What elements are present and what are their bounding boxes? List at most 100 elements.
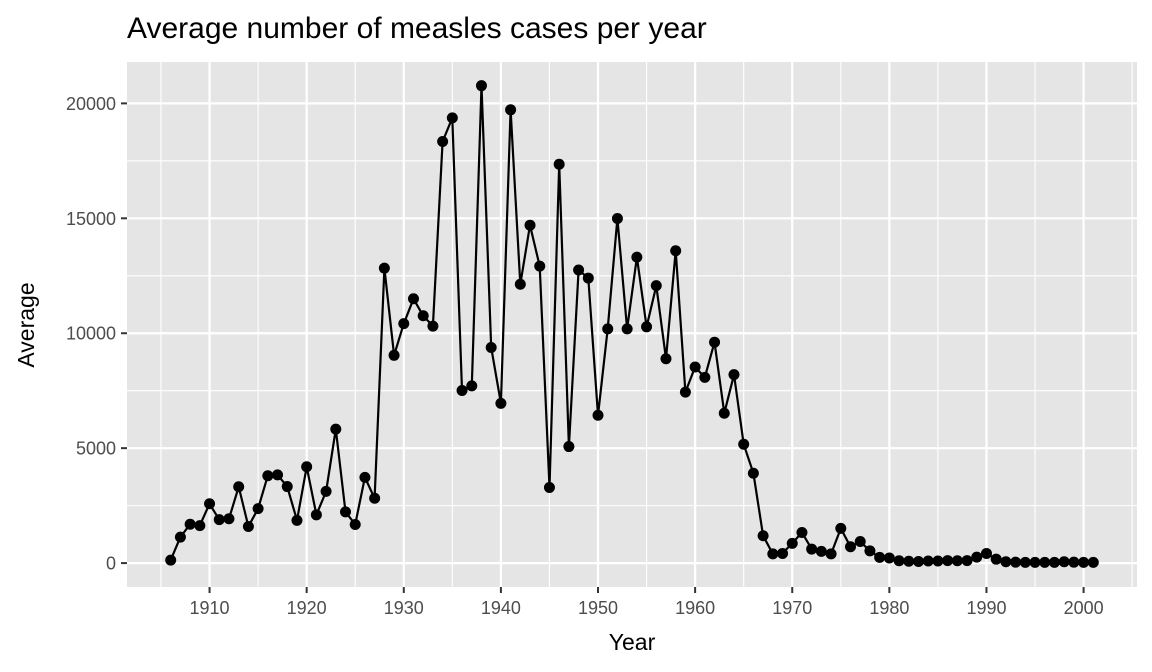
data-point	[272, 469, 284, 481]
data-point	[514, 278, 526, 290]
data-point	[893, 555, 905, 567]
data-point	[767, 548, 779, 560]
data-point	[446, 112, 458, 124]
data-point	[932, 555, 944, 567]
data-point	[563, 441, 575, 453]
data-point	[845, 541, 857, 553]
data-point	[330, 423, 342, 435]
data-point	[922, 555, 934, 567]
data-point	[223, 513, 235, 525]
x-tick-label: 1960	[675, 598, 715, 618]
data-point	[777, 547, 789, 559]
data-point	[699, 371, 711, 383]
data-point	[349, 518, 361, 530]
data-point	[194, 520, 206, 532]
data-point	[990, 553, 1002, 565]
x-tick-label: 1980	[869, 598, 909, 618]
data-point	[174, 531, 186, 543]
data-point	[262, 470, 274, 482]
data-point	[912, 555, 924, 567]
data-point	[320, 485, 332, 497]
data-point	[1068, 556, 1080, 568]
x-tick-label: 1910	[190, 598, 230, 618]
data-point	[505, 104, 517, 116]
x-tick-label: 1940	[481, 598, 521, 618]
data-point	[951, 555, 963, 567]
data-point	[874, 551, 886, 563]
data-point	[252, 503, 264, 515]
data-point	[660, 353, 672, 365]
y-tick-label: 10000	[66, 324, 116, 344]
data-point	[1000, 556, 1012, 568]
data-point	[883, 552, 895, 564]
x-tick-label: 1990	[966, 598, 1006, 618]
data-point	[378, 262, 390, 274]
data-point	[738, 438, 750, 450]
data-point	[718, 407, 730, 419]
data-point	[854, 535, 866, 547]
plot-panel	[127, 62, 1137, 587]
data-point	[1039, 556, 1051, 568]
data-point	[242, 521, 254, 533]
data-point	[980, 547, 992, 559]
data-point	[942, 555, 954, 567]
data-point	[310, 509, 322, 521]
data-point	[485, 341, 497, 353]
data-point	[398, 318, 410, 330]
data-point	[291, 514, 303, 526]
x-axis-title: Year	[609, 629, 656, 655]
x-tick-label: 2000	[1064, 598, 1104, 618]
data-point	[475, 80, 487, 92]
data-point	[1010, 556, 1022, 568]
data-point	[611, 213, 623, 225]
data-point	[864, 545, 876, 557]
data-point	[417, 310, 429, 322]
data-point	[602, 323, 614, 335]
x-tick-label: 1970	[772, 598, 812, 618]
data-point	[796, 527, 808, 539]
data-point	[592, 409, 604, 421]
data-point	[709, 336, 721, 348]
data-point	[213, 514, 225, 526]
data-point	[1048, 556, 1060, 568]
data-point	[165, 554, 177, 566]
data-point	[582, 272, 594, 284]
data-point	[427, 320, 439, 332]
data-point	[621, 323, 633, 335]
data-point	[1087, 556, 1099, 568]
data-point	[543, 481, 555, 493]
data-point	[184, 518, 196, 530]
y-axis: 0 5000 10000 15000 20000	[66, 94, 127, 574]
data-point	[689, 361, 701, 373]
data-point	[573, 264, 585, 276]
data-point	[806, 543, 818, 555]
series-layer	[165, 80, 1099, 568]
x-tick-label: 1930	[384, 598, 424, 618]
data-point	[679, 386, 691, 398]
data-point	[407, 293, 419, 305]
data-point	[495, 397, 507, 409]
data-point	[204, 498, 216, 510]
data-point	[340, 506, 352, 518]
data-point	[369, 492, 381, 504]
data-point	[631, 251, 643, 263]
data-point	[233, 481, 245, 493]
data-point	[971, 551, 983, 563]
data-point	[1078, 556, 1090, 568]
data-point	[301, 461, 313, 473]
x-tick-label: 1950	[578, 598, 618, 618]
data-point	[825, 548, 837, 560]
data-point	[456, 384, 468, 396]
data-point	[388, 349, 400, 361]
data-point	[1029, 556, 1041, 568]
x-axis: 1910 1920 1930 1940 1950 1960 1970 1980 1990 2000	[190, 587, 1104, 618]
chart-title: Average number of measles cases per year	[127, 12, 707, 45]
data-point	[524, 219, 536, 231]
minor-gridlines	[127, 62, 1137, 587]
data-point	[437, 136, 449, 148]
data-point	[641, 321, 653, 333]
data-point	[466, 380, 478, 392]
y-tick-label: 5000	[76, 439, 116, 459]
data-point	[747, 467, 759, 479]
data-point	[835, 522, 847, 534]
